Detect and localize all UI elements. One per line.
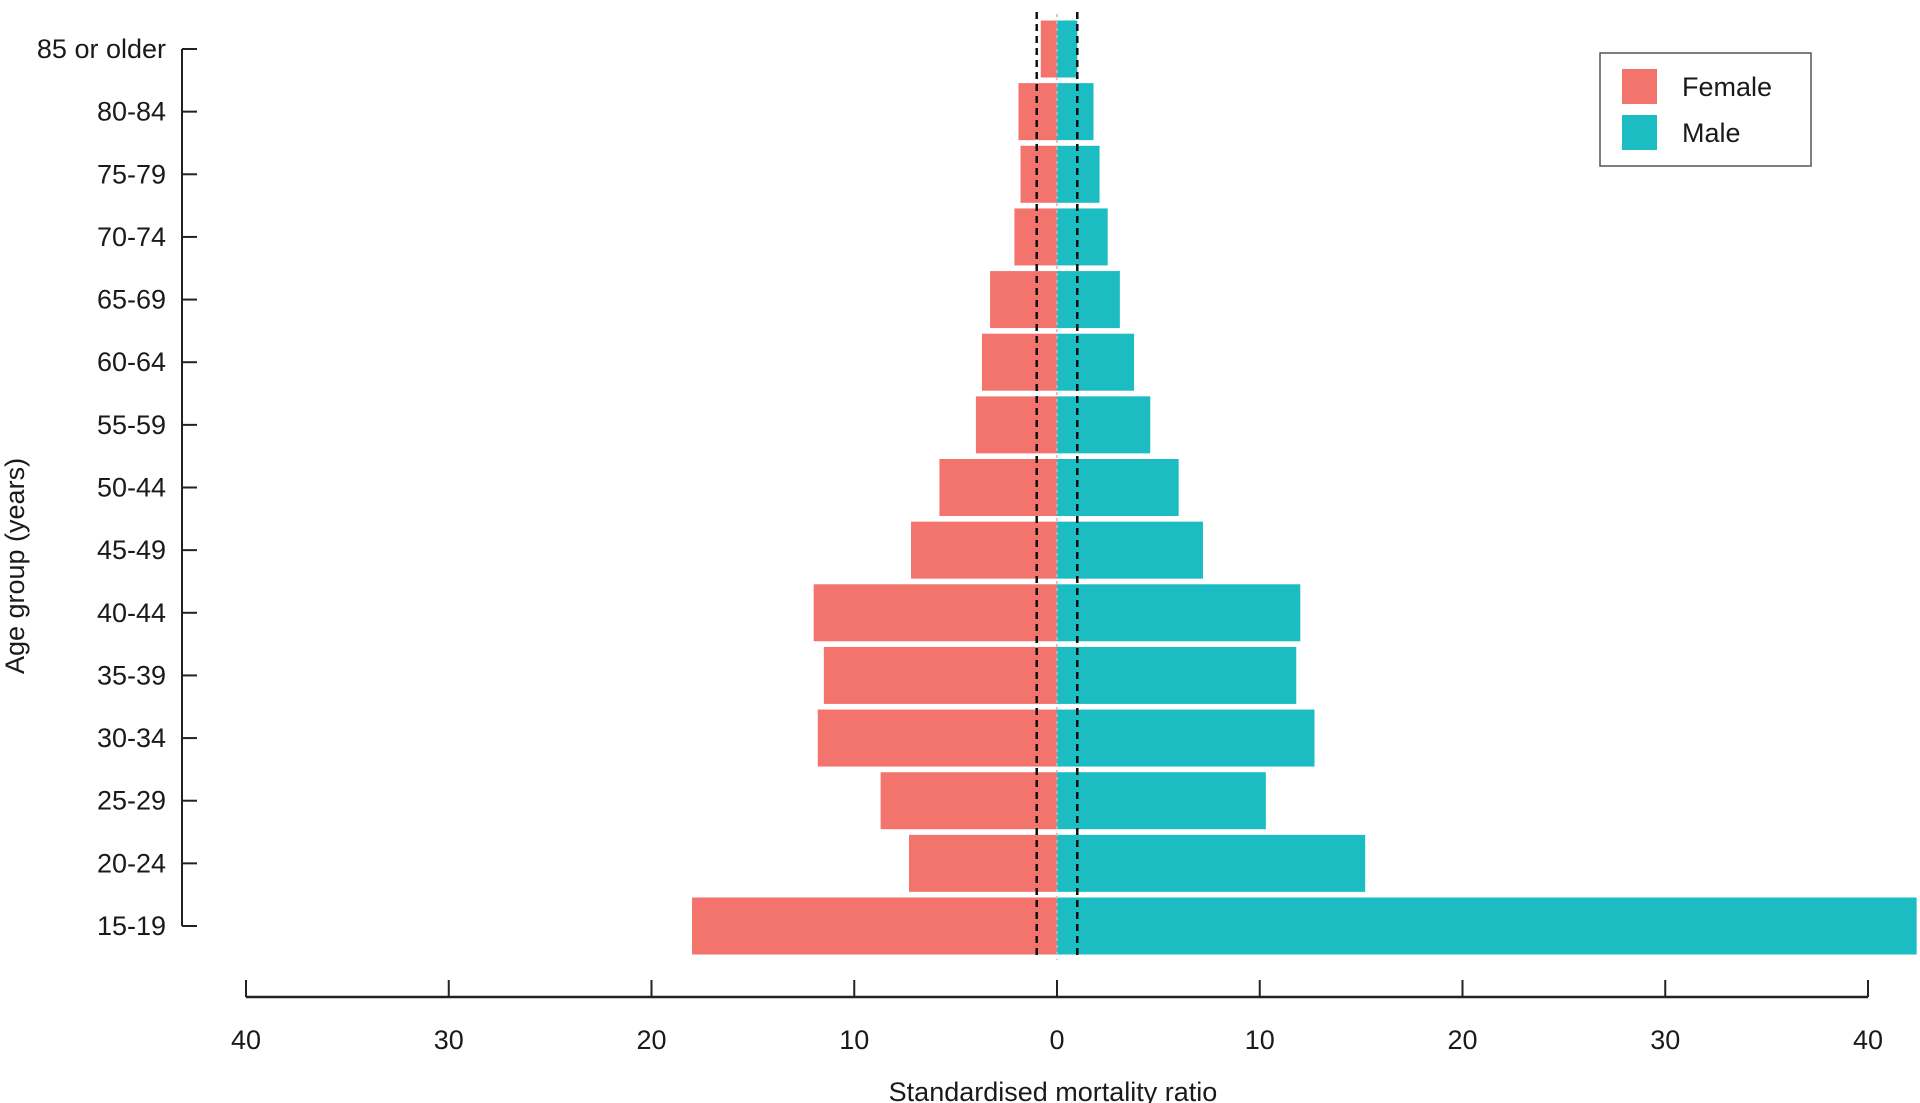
y-tick-label: 55-59 <box>97 410 166 440</box>
bar-male-70-74 <box>1057 208 1108 266</box>
bar-male-15-19 <box>1057 897 1917 955</box>
y-tick-label: 15-19 <box>97 911 166 941</box>
bar-female-45-49 <box>911 521 1057 579</box>
y-tick-label: 45-49 <box>97 535 166 565</box>
bar-male-25-29 <box>1057 772 1266 830</box>
y-tick-label: 65-69 <box>97 285 166 315</box>
y-tick-label: 25-29 <box>97 786 166 816</box>
bar-female-60-64 <box>981 333 1057 391</box>
x-tick-label: 40 <box>1853 1025 1883 1055</box>
y-tick-label: 80-84 <box>97 97 166 127</box>
y-tick-label: 40-44 <box>97 598 166 628</box>
legend-label-female: Female <box>1682 72 1772 102</box>
bar-female-55-59 <box>975 396 1057 454</box>
bar-male-45-49 <box>1057 521 1203 579</box>
x-tick-label: 20 <box>636 1025 666 1055</box>
y-axis-label: Age group (years) <box>0 458 30 674</box>
y-tick-label: 20-24 <box>97 848 166 878</box>
legend-swatch-female <box>1622 69 1657 104</box>
bars-group <box>692 20 1917 955</box>
bar-female-50-44 <box>939 459 1057 516</box>
legend-label-male: Male <box>1682 118 1741 148</box>
x-tick-label: 10 <box>1245 1025 1275 1055</box>
bar-female-35-39 <box>823 646 1057 704</box>
bar-male-20-24 <box>1057 834 1366 892</box>
bar-female-40-44 <box>813 584 1057 642</box>
x-tick-label: 20 <box>1447 1025 1477 1055</box>
y-tick-label: 30-34 <box>97 723 166 753</box>
y-tick-label: 85 or older <box>37 34 166 64</box>
y-tick-label: 70-74 <box>97 222 166 252</box>
bar-male-40-44 <box>1057 584 1301 642</box>
bar-male-30-34 <box>1057 709 1315 767</box>
y-axis: 85 or older 80-84 75-79 70-74 65-69 60-64 55-5… <box>37 34 197 941</box>
bar-male-50-44 <box>1057 459 1179 516</box>
x-tick-label: 0 <box>1049 1025 1064 1055</box>
bar-female-25-29 <box>880 772 1057 830</box>
y-tick-label: 35-39 <box>97 660 166 690</box>
x-axis: 40 30 20 10 0 10 20 30 40 <box>231 980 1883 1055</box>
x-tick-label: 10 <box>839 1025 869 1055</box>
bar-male-80-84 <box>1057 83 1094 141</box>
bar-male-55-59 <box>1057 396 1151 454</box>
bar-female-20-24 <box>908 834 1057 892</box>
x-tick-label: 30 <box>1650 1025 1680 1055</box>
bar-female-30-34 <box>817 709 1057 767</box>
bar-female-75-79 <box>1020 145 1057 203</box>
x-axis-label: Standardised mortality ratio <box>889 1077 1218 1103</box>
x-tick-label: 30 <box>434 1025 464 1055</box>
bar-female-15-19 <box>692 897 1057 955</box>
y-tick-label: 50-44 <box>97 473 166 503</box>
y-tick-label: 60-64 <box>97 347 166 377</box>
legend: Female Male <box>1599 52 1812 167</box>
bar-female-65-69 <box>990 271 1057 329</box>
bar-male-60-64 <box>1057 333 1135 391</box>
bar-male-35-39 <box>1057 646 1297 704</box>
bar-male-65-69 <box>1057 271 1120 329</box>
x-tick-label: 40 <box>231 1025 261 1055</box>
bar-male-85-or-older <box>1057 20 1078 78</box>
bar-female-85-or-older <box>1040 20 1057 78</box>
reference-lines <box>1035 12 1079 960</box>
legend-swatch-male <box>1622 115 1657 150</box>
y-tick-label: 75-79 <box>97 159 166 189</box>
